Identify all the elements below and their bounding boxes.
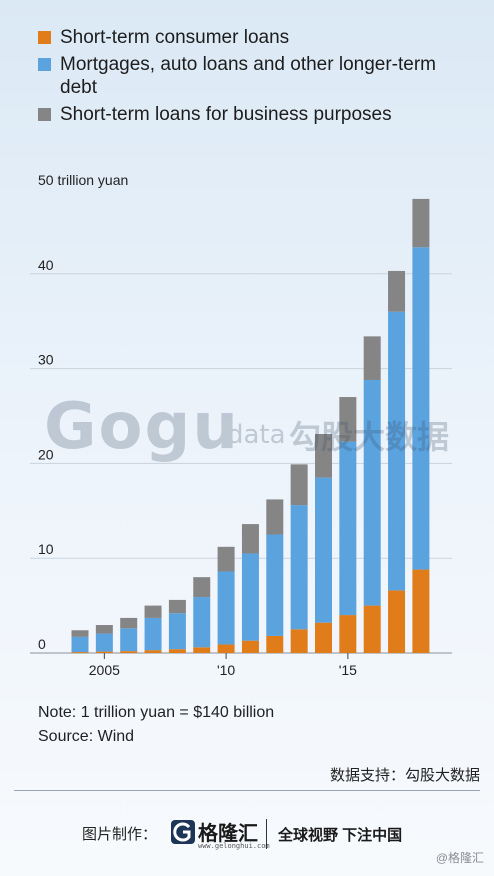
bar-2010-series-0: [217, 644, 235, 653]
bar-2015-series-2: [339, 397, 357, 442]
bar-2007-series-0: [144, 650, 162, 653]
y-tick-label-10: 10: [38, 541, 54, 557]
bar-2013-series-2: [290, 464, 308, 506]
bar-2012-series-2: [266, 499, 284, 535]
bar-2007-series-1: [144, 617, 162, 651]
bar-2005-series-0: [95, 651, 113, 653]
slogan: 全球视野 下注中国: [278, 827, 403, 844]
bar-2006-series-1: [120, 628, 138, 652]
bar-2014-series-2: [315, 434, 332, 478]
bar-2012-series-1: [266, 534, 284, 636]
bar-2008-series-2: [168, 599, 186, 614]
bar-2016-series-1: [363, 379, 381, 606]
bar-2011-series-0: [241, 640, 259, 653]
bar-2017-series-1: [388, 311, 406, 591]
bar-2009-series-0: [193, 647, 211, 653]
bar-2011-series-1: [241, 553, 259, 641]
legend: Short-term consumer loans Mortgages, aut…: [38, 26, 468, 130]
bar-2016-series-0: [363, 605, 381, 653]
bar-2017-series-0: [388, 590, 406, 653]
brand-url: www.gelonghui.com: [198, 842, 270, 850]
legend-item-business: Short-term loans for business purposes: [38, 103, 468, 126]
y-unit-label: 50 trillion yuan: [38, 172, 128, 188]
y-tick-label-20: 20: [38, 446, 54, 462]
bar-2006-series-0: [120, 651, 138, 653]
legend-swatch-consumer: [38, 31, 51, 44]
brand-name: 格隆汇: [198, 823, 258, 845]
bar-2015-series-1: [339, 441, 357, 616]
bar-2016-series-2: [363, 336, 381, 380]
bar-2013-series-1: [290, 505, 308, 630]
x-tick-label-2015: '15: [339, 662, 357, 678]
bar-2008-series-0: [168, 649, 186, 653]
legend-item-mortgages: Mortgages, auto loans and other longer-t…: [38, 53, 468, 99]
y-tick-label-30: 30: [38, 352, 54, 368]
bar-2007-series-2: [144, 605, 162, 618]
data-credit: 数据支持：勾股大数据: [329, 767, 480, 784]
bar-2015-series-0: [339, 615, 357, 653]
corner-mark: @格隆汇: [435, 851, 484, 865]
legend-swatch-mortgages: [38, 58, 51, 71]
bar-2004-series-2: [71, 630, 89, 637]
bar-2018-series-0: [412, 569, 430, 653]
bar-2004-series-1: [71, 636, 89, 653]
bar-2009-series-2: [193, 577, 211, 598]
y-tick-label-40: 40: [38, 257, 54, 273]
note-text: Note: 1 trillion yuan = $140 billion: [38, 704, 275, 721]
legend-label-consumer: Short-term consumer loans: [60, 27, 290, 48]
bar-2011-series-2: [241, 524, 259, 554]
bar-2012-series-0: [266, 635, 284, 653]
footer-separator: [266, 819, 267, 849]
bar-2010-series-1: [217, 571, 235, 645]
bar-2006-series-2: [120, 617, 138, 629]
bar-2004-series-0: [71, 652, 89, 653]
bar-2009-series-1: [193, 597, 211, 648]
notes: Note: 1 trillion yuan = $140 billion Sou…: [38, 701, 274, 749]
bar-2008-series-1: [168, 613, 186, 650]
bar-2018-series-2: [412, 198, 430, 248]
footer: 图片制作： 格隆汇 www.gelonghui.com 全球视野 下注中国: [0, 805, 494, 865]
legend-label-mortgages: Mortgages, auto loans and other longer-t…: [60, 54, 436, 98]
x-tick-label-2005: 2005: [89, 662, 120, 678]
bar-2014-series-0: [315, 622, 332, 653]
divider: [14, 790, 480, 791]
y-tick-label-0: 0: [38, 636, 46, 652]
legend-item-consumer: Short-term consumer loans: [38, 26, 468, 49]
bar-2010-series-2: [217, 546, 235, 572]
brand-logo-icon: [171, 820, 195, 844]
stacked-bar-chart: 0 10 20 30 40 50 trillion yuan 2005 '10 '15: [30, 172, 452, 678]
footer-label: 图片制作：: [82, 826, 158, 843]
bar-2013-series-0: [290, 629, 308, 653]
bar-2017-series-2: [388, 270, 406, 312]
source-text: Source: Wind: [38, 728, 135, 745]
bar-2005-series-1: [95, 633, 113, 652]
bar-2018-series-1: [412, 247, 430, 570]
legend-swatch-business: [38, 108, 51, 121]
legend-label-business: Short-term loans for business purposes: [60, 104, 392, 125]
bar-2005-series-2: [95, 625, 113, 634]
x-tick-label-2010: '10: [217, 662, 235, 678]
bar-2014-series-1: [315, 477, 332, 623]
